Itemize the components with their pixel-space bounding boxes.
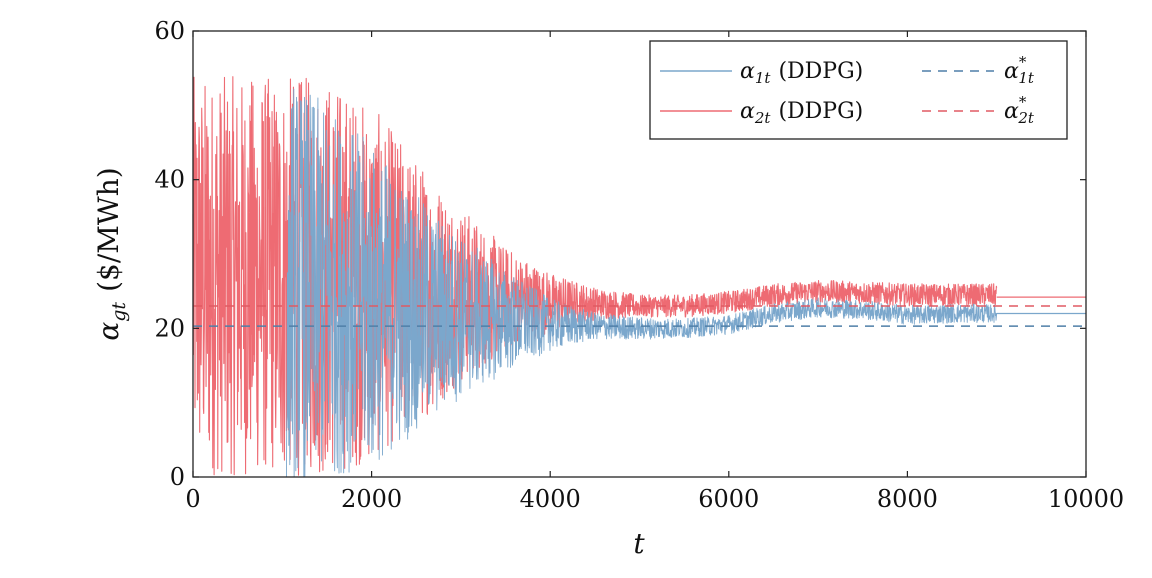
x-tick-label: 0 [185, 485, 200, 513]
y-axis-title-unit: ($/MWh) [92, 167, 125, 292]
legend-label-alpha1-star: α* 1t [1004, 53, 1035, 87]
y-axis-title-sub: gt [108, 302, 130, 322]
x-tick-label: 2000 [341, 485, 402, 513]
legend-box [649, 40, 1068, 140]
y-tick-label: 0 [170, 463, 185, 491]
y-tick-label: 20 [154, 314, 185, 342]
y-axis-title-main: α [92, 322, 125, 341]
y-tick-label: 60 [154, 17, 185, 45]
series-line-alpha2-ddpg [192, 76, 998, 476]
y-axis-title: αgt ($/MWh) [92, 167, 130, 340]
x-tick-label: 10000 [1048, 485, 1124, 513]
legend-label-alpha2-star: α* 2t [1004, 93, 1035, 127]
plot-frame [192, 30, 1087, 478]
x-tick-label: 8000 [877, 485, 938, 513]
y-tick-label: 40 [154, 166, 185, 194]
legend-label-alpha2: α2t (DDPG) [740, 99, 863, 127]
axis-ticks: 0 2000 4000 6000 8000 10000 0 20 40 60 [154, 17, 1124, 513]
plot-reference-lines [193, 305, 1086, 327]
legend-label-alpha1: α1t (DDPG) [740, 59, 863, 87]
x-tick-label: 6000 [698, 485, 759, 513]
legend: α1t (DDPG) α2t (DDPG) α* 1t α* 2t [649, 40, 1068, 140]
x-axis-title: t [633, 527, 645, 560]
x-tick-label: 4000 [520, 485, 581, 513]
